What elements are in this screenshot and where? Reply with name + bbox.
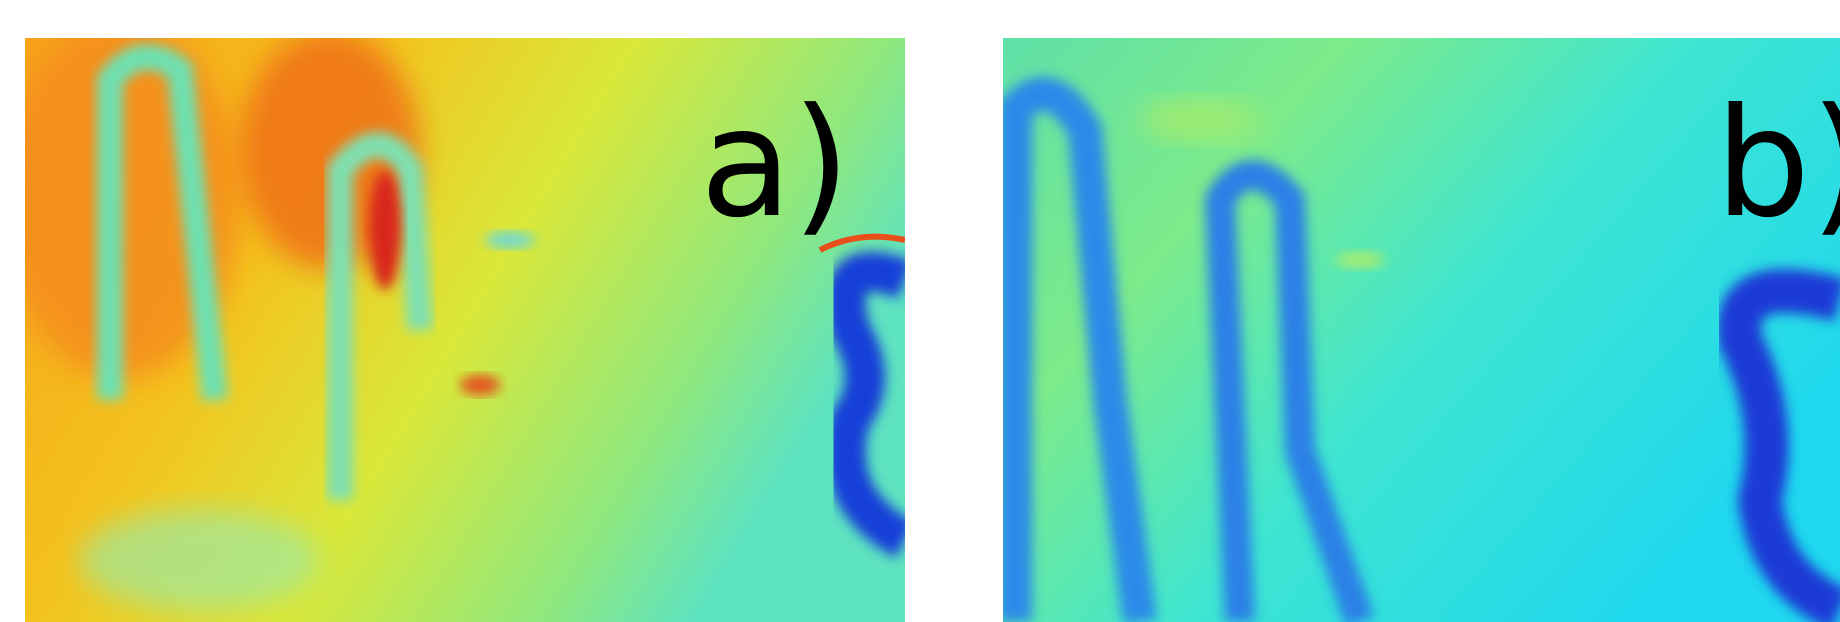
page: {"panels": [{"label": "a)"}, {"label": "… [0, 0, 1840, 622]
figure: a) b) [0, 0, 1840, 622]
panel-label: a) [700, 77, 850, 251]
panel-label: b) [1715, 77, 1840, 251]
